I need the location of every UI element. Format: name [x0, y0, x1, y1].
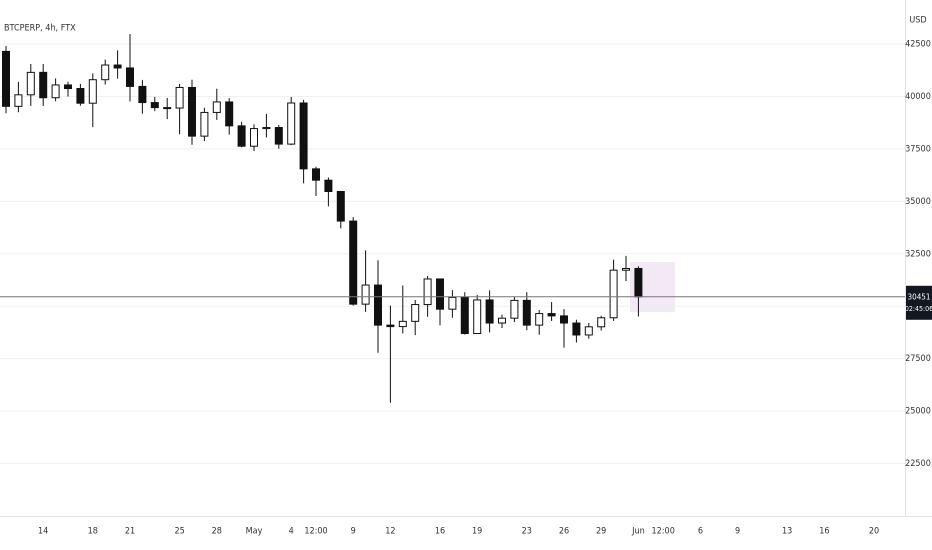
candle-body	[398, 320, 407, 328]
x-tick-label: Jun	[631, 527, 645, 537]
candle-body	[39, 71, 48, 99]
candle-body	[150, 102, 159, 109]
candle-body	[560, 315, 568, 324]
candle-body	[250, 128, 258, 147]
y-tick-label: 42500	[905, 40, 931, 50]
chart-title: BTCPERP, 4h, FTX	[4, 24, 76, 34]
x-tick-label: 23	[522, 527, 532, 537]
x-tick-label: 16	[819, 527, 829, 537]
y-tick-label: 40000	[905, 92, 931, 102]
x-tick-label: 12:00	[652, 527, 675, 537]
price-label: 30451	[908, 292, 931, 301]
candle-body	[225, 101, 234, 127]
x-tick-label: 20	[869, 527, 879, 537]
x-tick-label: 4	[289, 527, 294, 537]
candle-body	[126, 67, 134, 87]
candle-body	[448, 296, 457, 310]
candle-body	[287, 102, 296, 145]
x-tick-label: 9	[735, 527, 740, 537]
candle-body	[51, 84, 60, 99]
y-tick-label: 22500	[905, 459, 931, 469]
x-tick-label: 19	[472, 527, 482, 537]
candle-body	[510, 299, 519, 319]
candle-body	[138, 85, 147, 104]
candle-body	[200, 111, 209, 137]
candle-body	[460, 296, 469, 335]
candle-body	[237, 125, 246, 147]
x-tick-label: 26	[559, 527, 569, 537]
x-tick-label: 13	[782, 527, 792, 537]
candle-body	[473, 299, 482, 335]
candle-body	[522, 299, 531, 326]
candle-body	[113, 64, 122, 69]
candle-body	[188, 86, 196, 137]
candle-body	[299, 102, 308, 170]
x-tick-label: 6	[698, 527, 703, 537]
y-tick-label: 25000	[905, 407, 931, 417]
x-tick-label: 18	[88, 527, 98, 537]
candle-body	[498, 317, 506, 324]
y-tick-label: 37500	[905, 144, 931, 154]
candle-body	[349, 220, 358, 305]
candle-body	[14, 94, 23, 107]
x-tick-label: 12:00	[304, 527, 327, 537]
y-tick-label: 27500	[905, 354, 931, 364]
candle-body	[64, 84, 72, 90]
candle-body	[374, 284, 382, 326]
countdown-label: 02:45:06	[905, 305, 932, 313]
candle-body	[88, 79, 97, 104]
candle-body	[436, 278, 444, 310]
candle-body	[572, 322, 581, 336]
candle-body	[423, 278, 432, 306]
candle-body	[324, 179, 333, 193]
candle-body	[547, 313, 556, 317]
candle-body	[175, 86, 184, 109]
currency-label: USD	[909, 16, 926, 26]
candle-body	[535, 313, 544, 326]
candle-body	[312, 168, 320, 181]
x-tick-label: 25	[174, 527, 184, 537]
candle-body	[163, 107, 172, 110]
price-box	[906, 285, 932, 320]
x-tick-label: 16	[435, 527, 445, 537]
candle-body	[262, 127, 271, 130]
candle-body	[361, 284, 370, 305]
candle-body	[584, 326, 593, 336]
x-tick-label: 12	[385, 527, 395, 537]
candle-body	[76, 88, 85, 104]
candle-body	[101, 64, 110, 81]
candle-body	[26, 71, 35, 96]
candle-body	[386, 324, 395, 328]
candle-body	[2, 50, 10, 107]
x-tick-label: 29	[596, 527, 606, 537]
candle-body	[336, 191, 345, 222]
y-tick-label: 32500	[905, 249, 931, 259]
x-tick-label: 28	[212, 527, 222, 537]
y-tick-label: 35000	[905, 197, 931, 207]
x-tick-label: May	[246, 527, 263, 537]
candle-body	[622, 267, 630, 271]
x-tick-label: 9	[351, 527, 356, 537]
candle-body	[485, 299, 494, 324]
candle-body	[609, 269, 618, 319]
candle-body	[411, 304, 420, 322]
x-tick-label: 21	[125, 527, 135, 537]
candle-body	[212, 101, 221, 113]
candle-body	[597, 317, 606, 328]
candle-body	[274, 127, 283, 145]
x-tick-label: 14	[38, 527, 48, 537]
candle-body	[634, 267, 643, 298]
